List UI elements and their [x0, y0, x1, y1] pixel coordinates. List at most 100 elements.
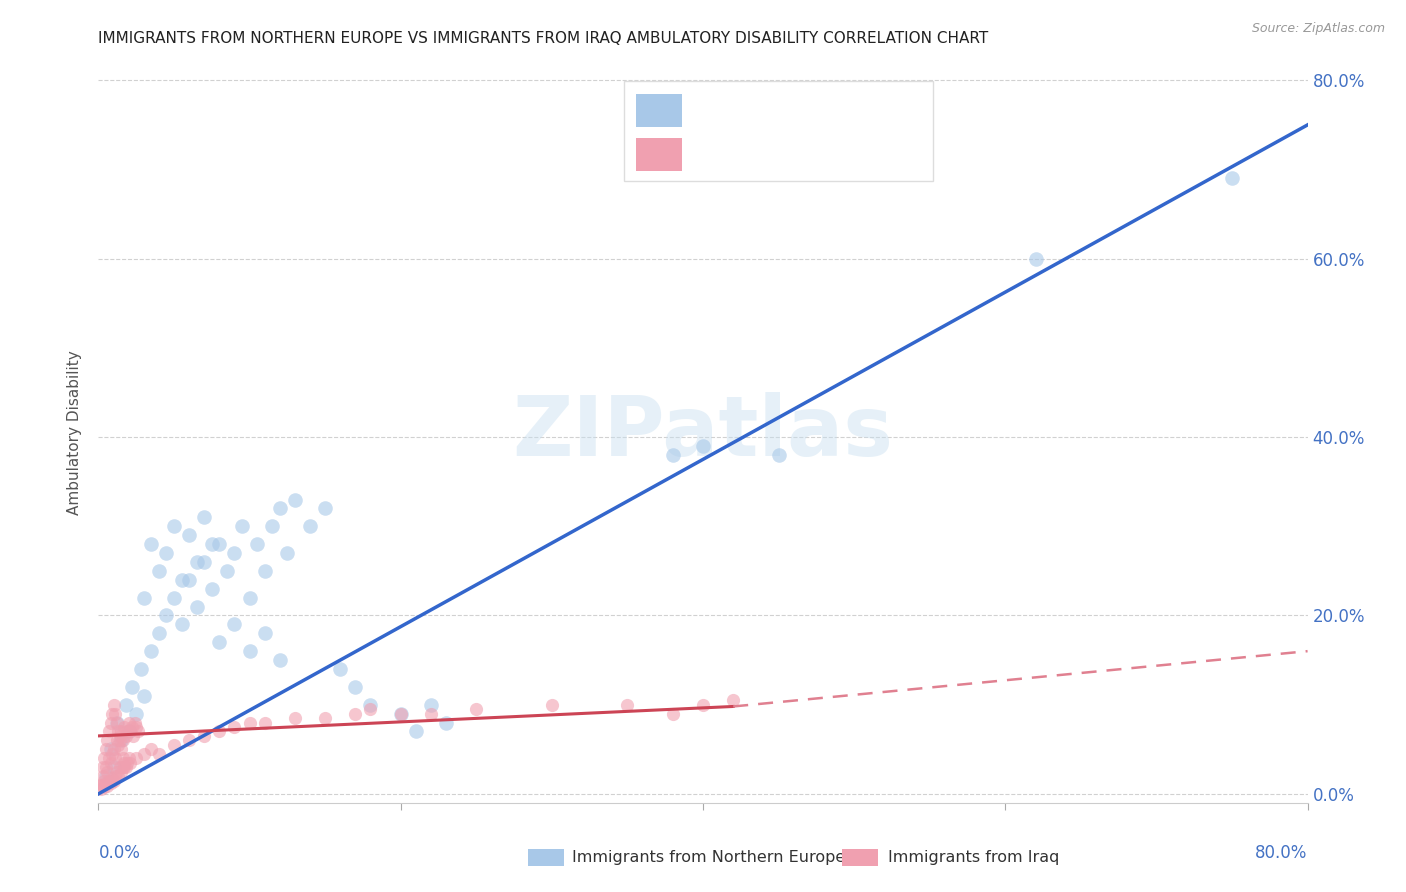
Point [170, 573, 193, 587]
Text: IMMIGRANTS FROM NORTHERN EUROPE VS IMMIGRANTS FROM IRAQ AMBULATORY DISABILITY CO: IMMIGRANTS FROM NORTHERN EUROPE VS IMMIG… [98, 31, 988, 46]
Point [111, 760, 134, 774]
Point [93, 780, 115, 794]
Point [314, 711, 336, 725]
Point [96, 764, 118, 779]
Point [127, 724, 149, 739]
Point [91, 769, 114, 783]
Point [284, 492, 307, 507]
Point [344, 680, 367, 694]
Point [125, 751, 148, 765]
Bar [637, 94, 682, 127]
Point [692, 439, 714, 453]
Point [141, 537, 163, 551]
Point [148, 564, 170, 578]
Point [360, 698, 382, 712]
Point [90, 778, 112, 792]
Point [107, 769, 129, 783]
Point [118, 751, 141, 765]
Point [360, 702, 382, 716]
Point [163, 591, 186, 605]
Point [112, 760, 135, 774]
Point [163, 519, 186, 533]
Point [262, 519, 284, 533]
Bar [842, 849, 879, 866]
Point [201, 582, 224, 596]
Point [692, 698, 714, 712]
Point [148, 626, 170, 640]
Point [129, 662, 152, 676]
Point [314, 501, 336, 516]
Point [108, 760, 131, 774]
Point [114, 760, 136, 774]
Point [284, 711, 307, 725]
Point [723, 693, 745, 707]
Text: Immigrants from Northern Europe: Immigrants from Northern Europe [572, 850, 845, 865]
Point [193, 729, 215, 743]
Point [661, 448, 683, 462]
Point [108, 729, 131, 743]
Point [186, 599, 208, 614]
Point [276, 546, 298, 560]
Point [104, 751, 127, 765]
Point [420, 706, 443, 721]
Bar [637, 138, 682, 171]
Point [179, 528, 201, 542]
Point [329, 662, 352, 676]
Point [120, 756, 142, 770]
Point [112, 720, 135, 734]
Point [112, 756, 135, 770]
Point [253, 626, 276, 640]
Point [96, 779, 118, 793]
Point [208, 537, 231, 551]
Point [108, 733, 131, 747]
Point [100, 715, 122, 730]
Point [239, 644, 262, 658]
Point [101, 771, 124, 785]
Point [105, 764, 128, 779]
Point [246, 537, 269, 551]
Point [389, 706, 412, 721]
Point [100, 756, 122, 770]
Point [193, 510, 215, 524]
Point [344, 706, 367, 721]
Point [114, 698, 136, 712]
Point [253, 715, 276, 730]
Point [132, 747, 155, 761]
Point [118, 715, 141, 730]
Point [91, 760, 114, 774]
Text: 80.0%: 80.0% [1256, 844, 1308, 862]
Point [141, 644, 163, 658]
Point [540, 698, 562, 712]
Point [110, 742, 132, 756]
Text: ZIPatlas: ZIPatlas [513, 392, 893, 473]
Point [91, 778, 114, 792]
Point [110, 724, 132, 739]
Point [103, 773, 125, 788]
Point [96, 733, 118, 747]
Point [122, 729, 145, 743]
Point [120, 724, 142, 739]
Point [231, 519, 253, 533]
Point [94, 760, 117, 774]
Point [94, 769, 117, 783]
Point [98, 751, 121, 765]
Point [269, 501, 291, 516]
Point [239, 591, 262, 605]
Point [465, 702, 488, 716]
Text: Immigrants from Iraq: Immigrants from Iraq [889, 850, 1059, 865]
Point [104, 769, 127, 783]
Point [115, 756, 138, 770]
Point [253, 564, 276, 578]
Point [121, 720, 143, 734]
Point [90, 782, 112, 797]
FancyBboxPatch shape [624, 81, 932, 181]
Point [179, 573, 201, 587]
Point [103, 760, 125, 774]
Point [94, 742, 117, 756]
Point [94, 776, 117, 790]
Point [224, 617, 246, 632]
Point [125, 706, 148, 721]
Point [239, 715, 262, 730]
Point [155, 608, 177, 623]
Point [389, 706, 412, 721]
